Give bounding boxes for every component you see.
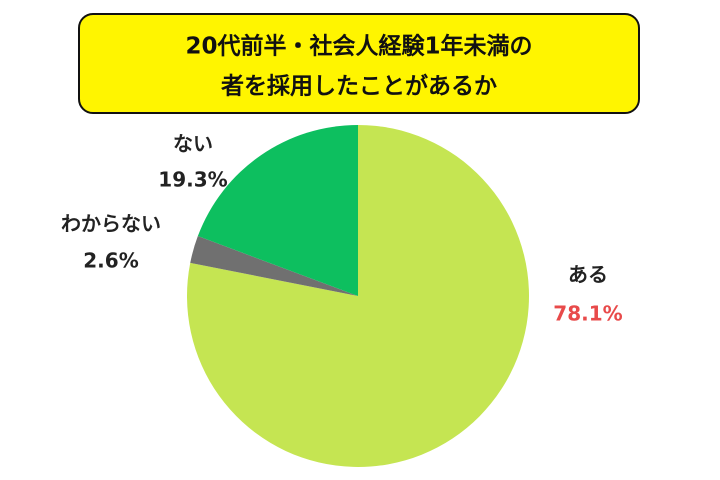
chart-title: 者を採用したことがあるか [220,73,497,100]
chart-title: 20代前半・社会人経験1年未満の [185,33,532,60]
slice-label: ない [173,132,213,156]
slice-value-label: 2.6% [83,249,138,273]
pie-slice [190,236,358,296]
slice-value-label: 19.3% [158,168,227,192]
slice-label: わからない [61,212,161,236]
title-box [78,13,640,114]
slice-value-label: 78.1% [553,302,622,326]
pie-slice [197,125,358,296]
slice-label: ある [568,263,608,287]
